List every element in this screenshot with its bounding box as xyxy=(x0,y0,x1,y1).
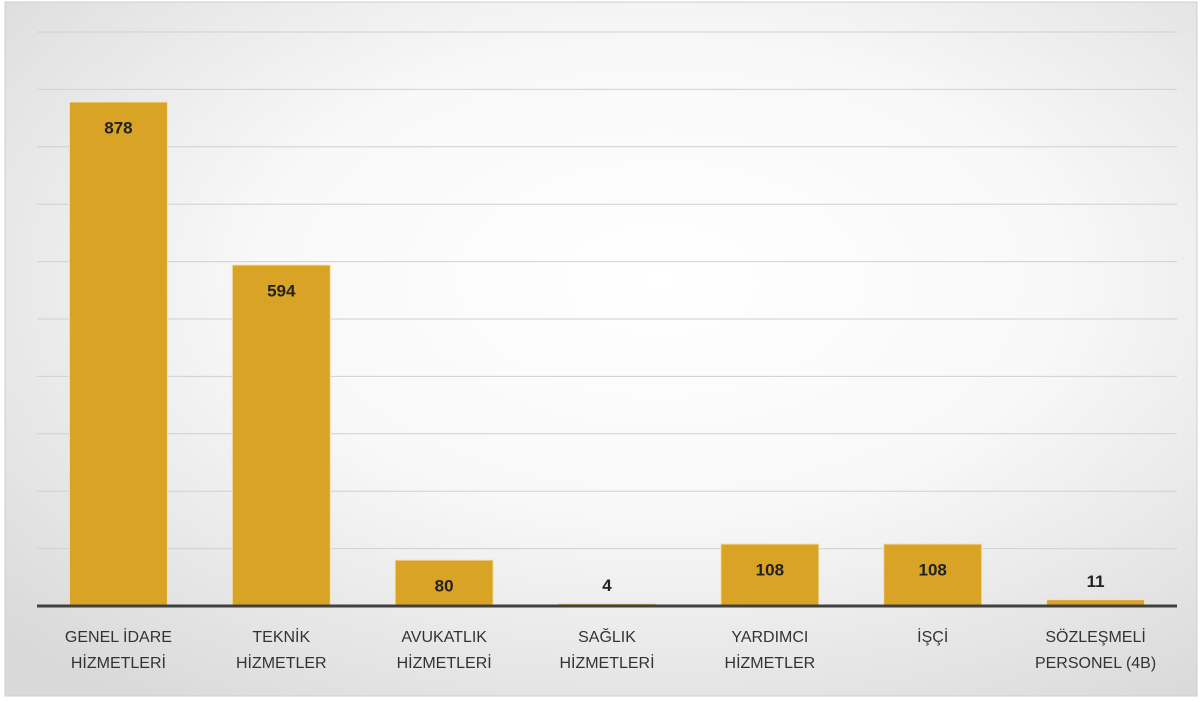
x-tick-label: SÖZLEŞMELİ xyxy=(1045,627,1145,646)
data-label: 594 xyxy=(267,282,296,301)
data-label: 11 xyxy=(1087,572,1105,591)
x-tick-label: HİZMETLER xyxy=(725,653,816,672)
x-tick-label: İŞÇİ xyxy=(917,627,948,646)
x-tick-label: SAĞLIK xyxy=(578,627,636,646)
x-tick-label: HİZMETLERİ xyxy=(397,653,492,672)
data-label: 108 xyxy=(756,560,784,579)
bar xyxy=(231,264,331,607)
chart-background xyxy=(4,1,1198,697)
data-label: 878 xyxy=(104,119,132,138)
x-tick-label: HİZMETLERİ xyxy=(71,653,166,672)
x-tick-label: YARDIMCI xyxy=(731,629,808,646)
x-tick-label: AVUKATLIK xyxy=(401,629,487,646)
x-tick-label: PERSONEL (4B) xyxy=(1035,655,1156,672)
bar xyxy=(883,543,983,607)
data-label: 80 xyxy=(435,577,454,596)
x-tick-label: HİZMETLER xyxy=(236,653,327,672)
data-label: 108 xyxy=(919,560,947,579)
data-label: 4 xyxy=(602,576,612,595)
x-tick-label: HİZMETLERİ xyxy=(559,653,654,672)
x-tick-label: TEKNİK xyxy=(252,627,310,646)
bar xyxy=(720,543,820,607)
x-tick-label: GENEL İDARE xyxy=(65,627,172,646)
bar xyxy=(394,559,494,607)
bar xyxy=(68,101,168,607)
